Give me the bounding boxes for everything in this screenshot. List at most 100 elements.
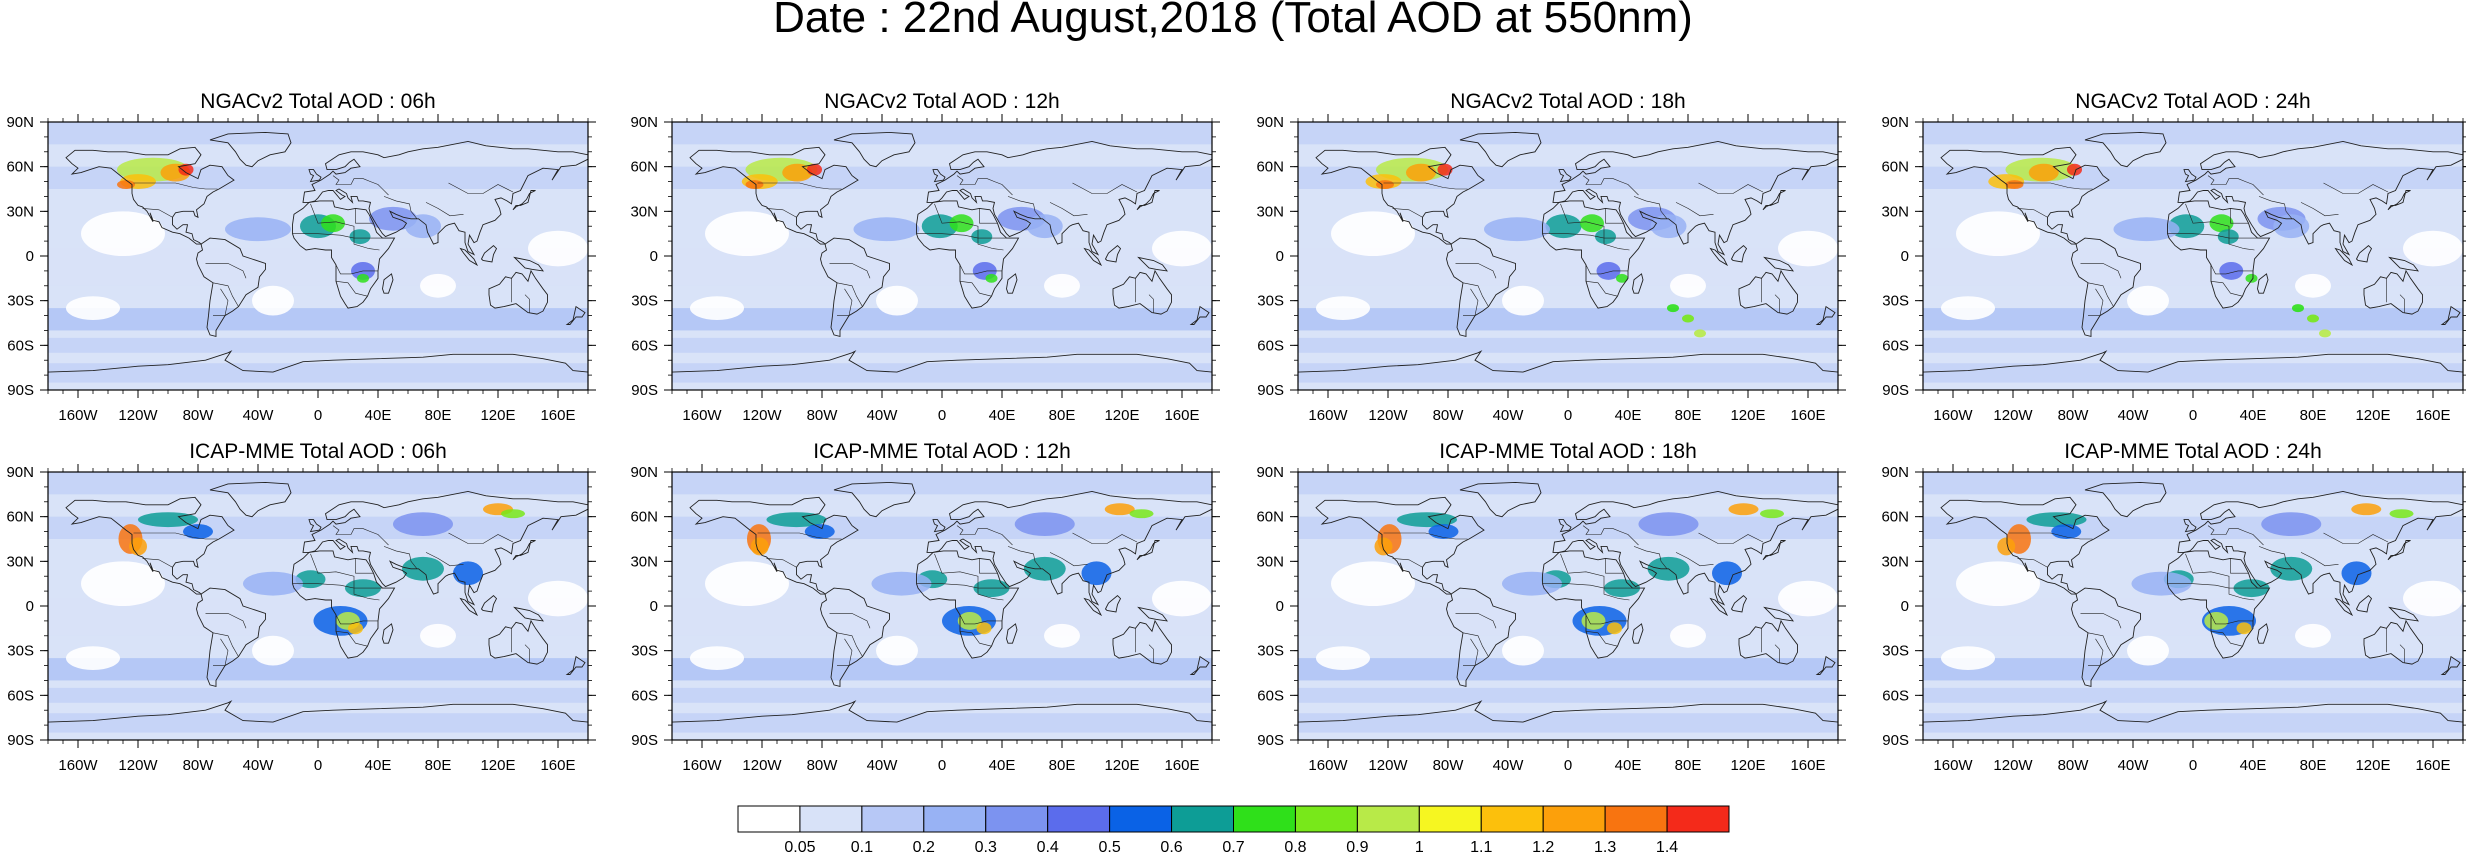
lon-tick-label: 80E [1675, 757, 1702, 774]
coastline-newZealand [2440, 305, 2461, 325]
lon-tick-label: 80E [1049, 757, 1076, 774]
country-border [335, 614, 378, 625]
aod-band [48, 248, 588, 286]
lon-tick-label: 80E [2300, 757, 2327, 774]
aod-plume [2067, 163, 2082, 176]
aod-plume [321, 214, 345, 233]
coastline-greenland [1459, 131, 1542, 168]
lat-tick-label: 60N [1256, 509, 1284, 526]
country-border [1774, 644, 1780, 663]
country-border [1049, 552, 1088, 567]
country-border [133, 182, 218, 190]
aod-plume [183, 524, 213, 539]
coastline-japan [1136, 190, 1160, 211]
lat-tick-label: 30S [7, 643, 34, 660]
coastline-northAmerica [1940, 146, 2110, 245]
coastline-australia [1738, 619, 1798, 665]
aod-band [1923, 248, 2463, 286]
country-border [355, 558, 374, 574]
country-border [1455, 613, 1497, 629]
clean-air-patch [2127, 285, 2169, 316]
lon-tick-label: 40W [243, 407, 275, 424]
lon-tick-label: 80W [183, 757, 215, 774]
coastline-sumatra [1709, 247, 1729, 267]
country-border [2323, 182, 2389, 194]
panel-title: NGACv2 Total AOD : 06h [200, 90, 435, 113]
lon-tick-label: 0 [2189, 757, 2197, 774]
coastline-greenland [2084, 131, 2167, 168]
clean-air-patch [876, 285, 918, 316]
aod-plume [782, 163, 813, 182]
country-border [2088, 638, 2104, 666]
lon-tick-label: 160E [1164, 407, 1199, 424]
country-border [1148, 294, 1154, 313]
coastline-newZealand [1189, 655, 1210, 675]
country-border [524, 294, 530, 313]
coastline-northAmerica [1315, 496, 1485, 595]
country-border [1585, 264, 1628, 275]
aod-plume [1712, 561, 1742, 586]
aod-plume [2261, 512, 2322, 537]
aod-band [1923, 713, 2463, 733]
coastline-madagascar [2257, 623, 2269, 644]
lat-tick-label: 90N [6, 464, 34, 481]
aod-plume [2113, 217, 2180, 242]
colorbar-label: 1 [1415, 839, 1424, 854]
country-border [310, 203, 380, 251]
country-border [934, 553, 1004, 601]
coastline-newZealand [1189, 305, 1210, 325]
lon-tick-label: 80W [1433, 407, 1465, 424]
coastline-southAmerica [820, 237, 890, 337]
panel-title: ICAP-MME Total AOD : 24h [2064, 440, 2322, 463]
coastline-antarctica [672, 350, 1212, 373]
coastline-newZealand [2440, 655, 2461, 675]
panel-title: NGACv2 Total AOD : 18h [1450, 90, 1685, 113]
coastline-borneo [1104, 594, 1122, 613]
country-border [1392, 558, 1423, 568]
coastline-sumatra [459, 247, 479, 267]
country-border [213, 638, 229, 666]
coastline-borneo [1730, 244, 1748, 263]
clean-air-patch [705, 211, 789, 256]
coastline-northAmerica [65, 146, 235, 245]
aod-band [1923, 308, 2463, 331]
country-border [2087, 282, 2114, 307]
clean-air-patch [1956, 561, 2040, 606]
colorbar-label: 0.2 [913, 839, 935, 854]
lat-tick-label: 30S [7, 293, 34, 310]
country-border [1383, 182, 1468, 190]
lat-tick-label: 60N [6, 159, 34, 176]
country-border [2087, 632, 2114, 657]
aod-band [672, 687, 1212, 703]
colorbar-swatch [1109, 805, 1173, 833]
country-border [1698, 532, 1764, 544]
country-border [1585, 631, 1618, 647]
aod-plume [2028, 163, 2059, 182]
aod-band [1298, 308, 1838, 331]
lon-tick-label: 80W [2058, 757, 2090, 774]
colorbar-label: 0.3 [975, 839, 997, 854]
aod-band [1923, 516, 2463, 539]
coastline-eurasia [1552, 140, 1838, 256]
lon-tick-label: 40E [365, 757, 392, 774]
country-border [1007, 196, 1042, 219]
colorbar-swatch [1666, 805, 1730, 833]
clean-air-patch [66, 296, 120, 321]
aod-plume [2351, 503, 2382, 516]
aod-plume [2389, 509, 2414, 519]
country-border [1462, 282, 1489, 307]
aod-band [1298, 472, 1838, 495]
figure-title: Date : 22nd August,2018 (Total AOD at 55… [773, 0, 1693, 42]
coastline-southAmerica [820, 587, 890, 687]
colorbar-label: 0.4 [1037, 839, 1059, 854]
aod-plume [1997, 537, 2016, 556]
aod-plume [2341, 561, 2372, 586]
map-panel-ngacv2-18h: 160W 120W 80W 40W 0 40E 80E 120E 160E 90N 60N 30N 0 3… [1256, 90, 1846, 424]
coastline-africa [292, 550, 396, 659]
coastline-sumatra [1083, 247, 1103, 267]
colorbar-swatch [1356, 805, 1420, 833]
aod-plume [2245, 273, 2258, 283]
lat-tick-label: 90S [7, 382, 34, 399]
coastline-madagascar [1006, 273, 1018, 294]
lon-tick-label: 40E [2240, 407, 2267, 424]
